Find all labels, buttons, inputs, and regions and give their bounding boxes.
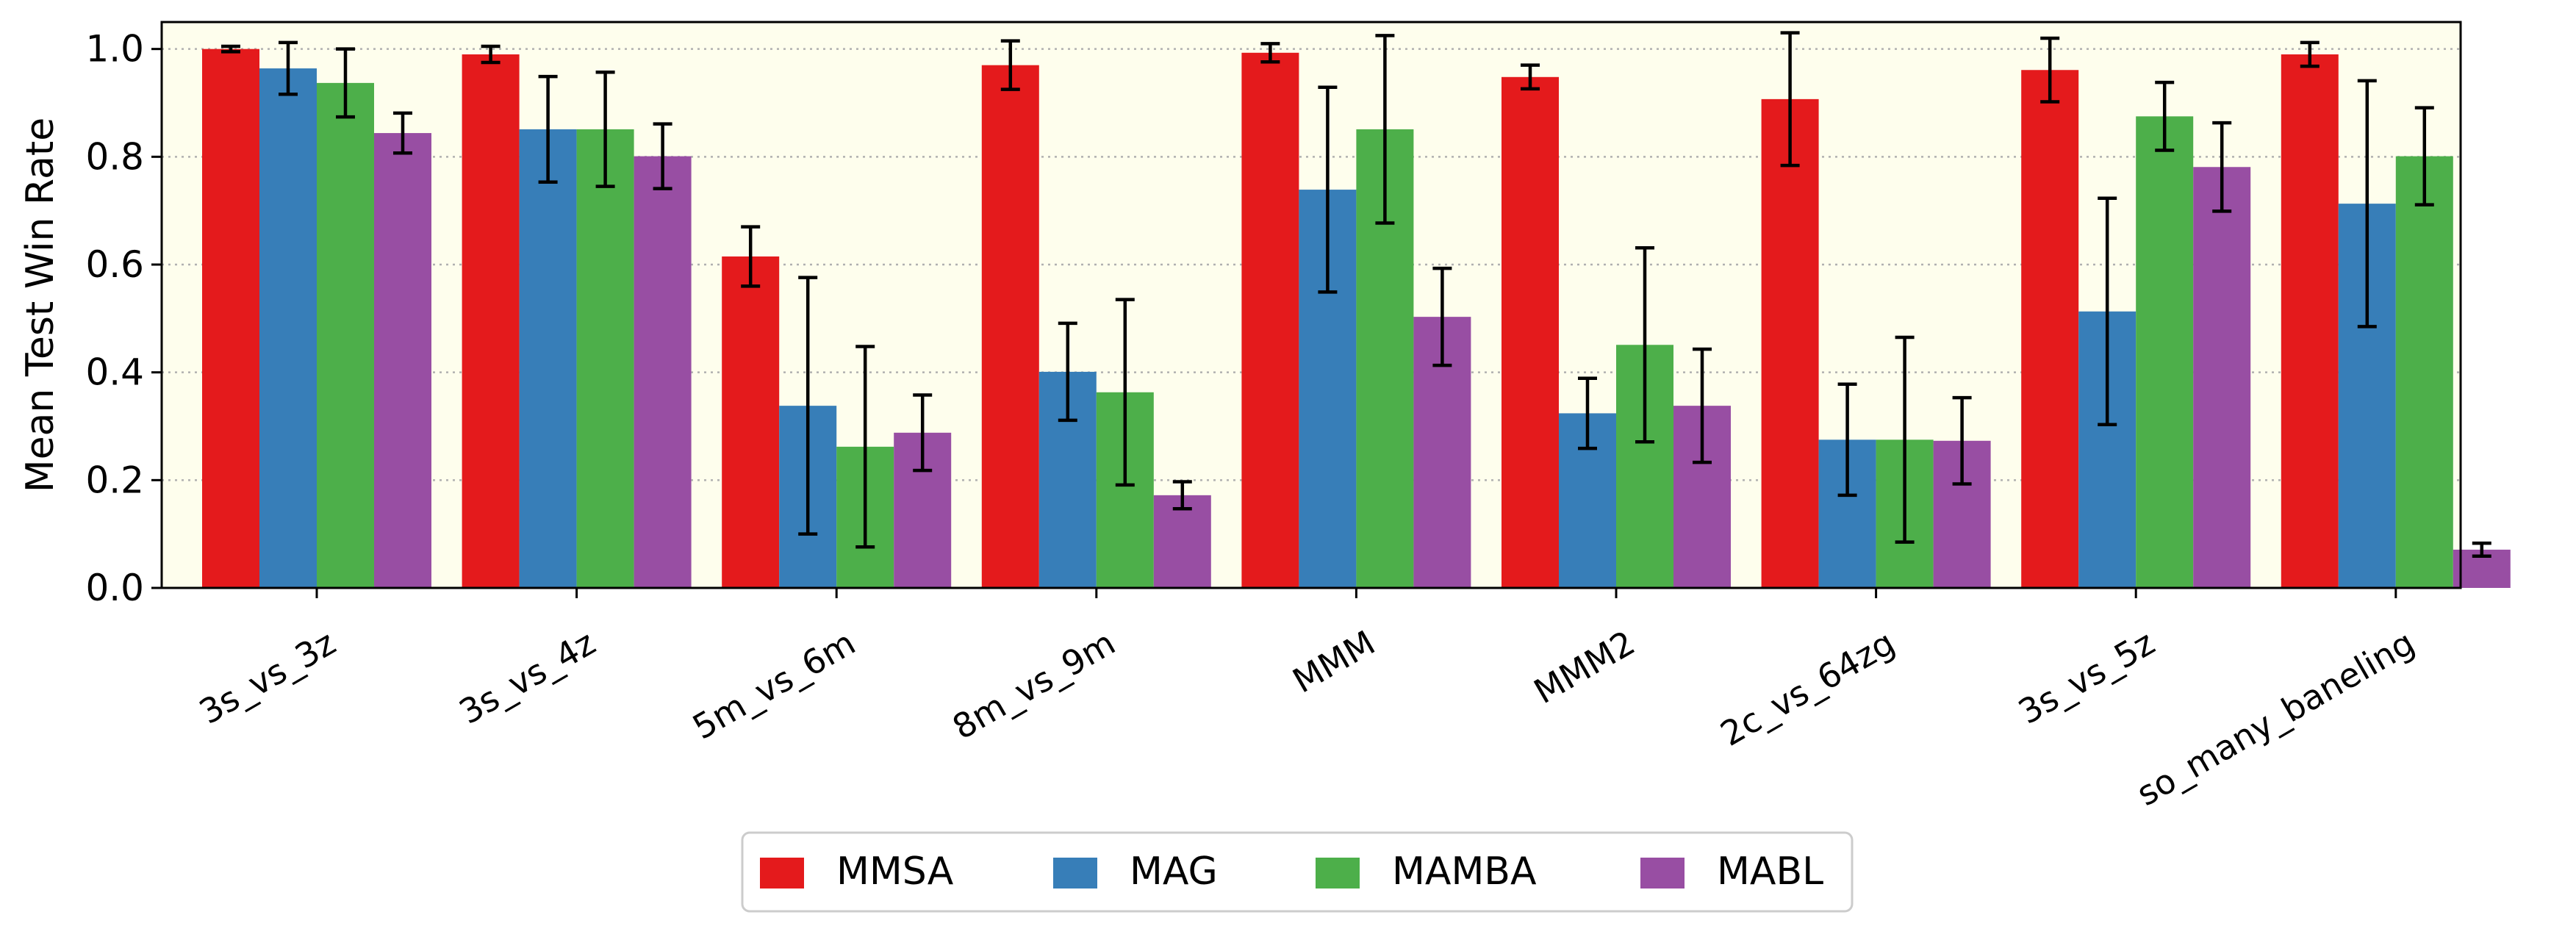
- bar-mag-3s_vs_4z: [519, 129, 577, 588]
- legend: MMSA MAG MAMBA MABL: [741, 831, 1854, 913]
- x-tick-label: 2c_vs_64zg: [1714, 622, 1901, 754]
- y-axis-label: Mean Test Win Rate: [18, 118, 62, 493]
- bar-mmsa-3s_vs_4z: [462, 54, 520, 588]
- y-tick-label: 0.4: [85, 351, 144, 394]
- legend-swatch-mamba: [1316, 858, 1360, 888]
- x-axis: 3s_vs_3z 3s_vs_4z 5m_vs_6m 8m_vs_9m MMM MMM2 2…: [193, 588, 2421, 814]
- legend-swatch-mmsa: [760, 858, 804, 888]
- x-tick-label: 8m_vs_9m: [946, 622, 1122, 747]
- legend-box: [741, 831, 1854, 913]
- bar-mabl-8m_vs_9m: [1153, 495, 1211, 588]
- bar-mag-3s_vs_3z: [259, 68, 317, 589]
- bar-mmsa-3s_vs_3z: [202, 49, 259, 588]
- bar-mmsa-8m_vs_9m: [981, 65, 1039, 588]
- legend-swatch-mabl: [1640, 858, 1685, 888]
- y-tick-label: 0.0: [85, 567, 144, 609]
- bar-mmsa-5m_vs_6m: [722, 256, 780, 588]
- plot-frame: [160, 21, 2462, 589]
- bar-mamba-3s_vs_4z: [576, 129, 634, 588]
- y-tick-label: 0.6: [85, 243, 144, 286]
- y-tick-label: 0.8: [85, 135, 144, 178]
- legend-label-mamba: MAMBA: [1392, 850, 1537, 894]
- x-tick-label: 3s_vs_5z: [2012, 622, 2161, 732]
- legend-label-mmsa: MMSA: [836, 850, 954, 894]
- bar-mamba-3s_vs_5z: [2136, 116, 2194, 589]
- y-tick-label: 1.0: [85, 28, 144, 71]
- x-tick-label: MMM: [1286, 622, 1382, 700]
- x-tick-label: 3s_vs_3z: [193, 622, 342, 732]
- bar-mamba-3s_vs_3z: [317, 82, 374, 588]
- legend-label-mag: MAG: [1130, 850, 1218, 894]
- x-tick-label: so_many_baneling: [2130, 622, 2421, 814]
- bar-mmsa-2c_vs_64zg: [1761, 98, 1819, 588]
- bar-mabl-3s_vs_5z: [2193, 167, 2251, 588]
- bar-mmsa-3s_vs_5z: [2021, 70, 2079, 589]
- x-tick-label: 3s_vs_4z: [453, 622, 603, 732]
- bar-mmsa-MMM2: [1502, 76, 1559, 589]
- bar-mmsa-so_many_baneling: [2281, 54, 2339, 588]
- x-tick-label: 5m_vs_6m: [686, 622, 861, 747]
- bar-mmsa-MMM: [1241, 52, 1299, 589]
- legend-swatch-mag: [1053, 858, 1097, 888]
- bar-mamba-so_many_baneling: [2395, 156, 2453, 589]
- x-tick-label: MMM2: [1527, 622, 1641, 711]
- y-tick-label: 0.2: [85, 459, 144, 501]
- y-axis: 0.0 0.2 0.4 0.6 0.8 1.0: [85, 28, 162, 609]
- bar-mabl-3s_vs_4z: [634, 156, 692, 589]
- bar-mabl-3s_vs_3z: [374, 133, 431, 589]
- legend-label-mabl: MABL: [1717, 850, 1823, 894]
- error-bars: [221, 31, 2491, 558]
